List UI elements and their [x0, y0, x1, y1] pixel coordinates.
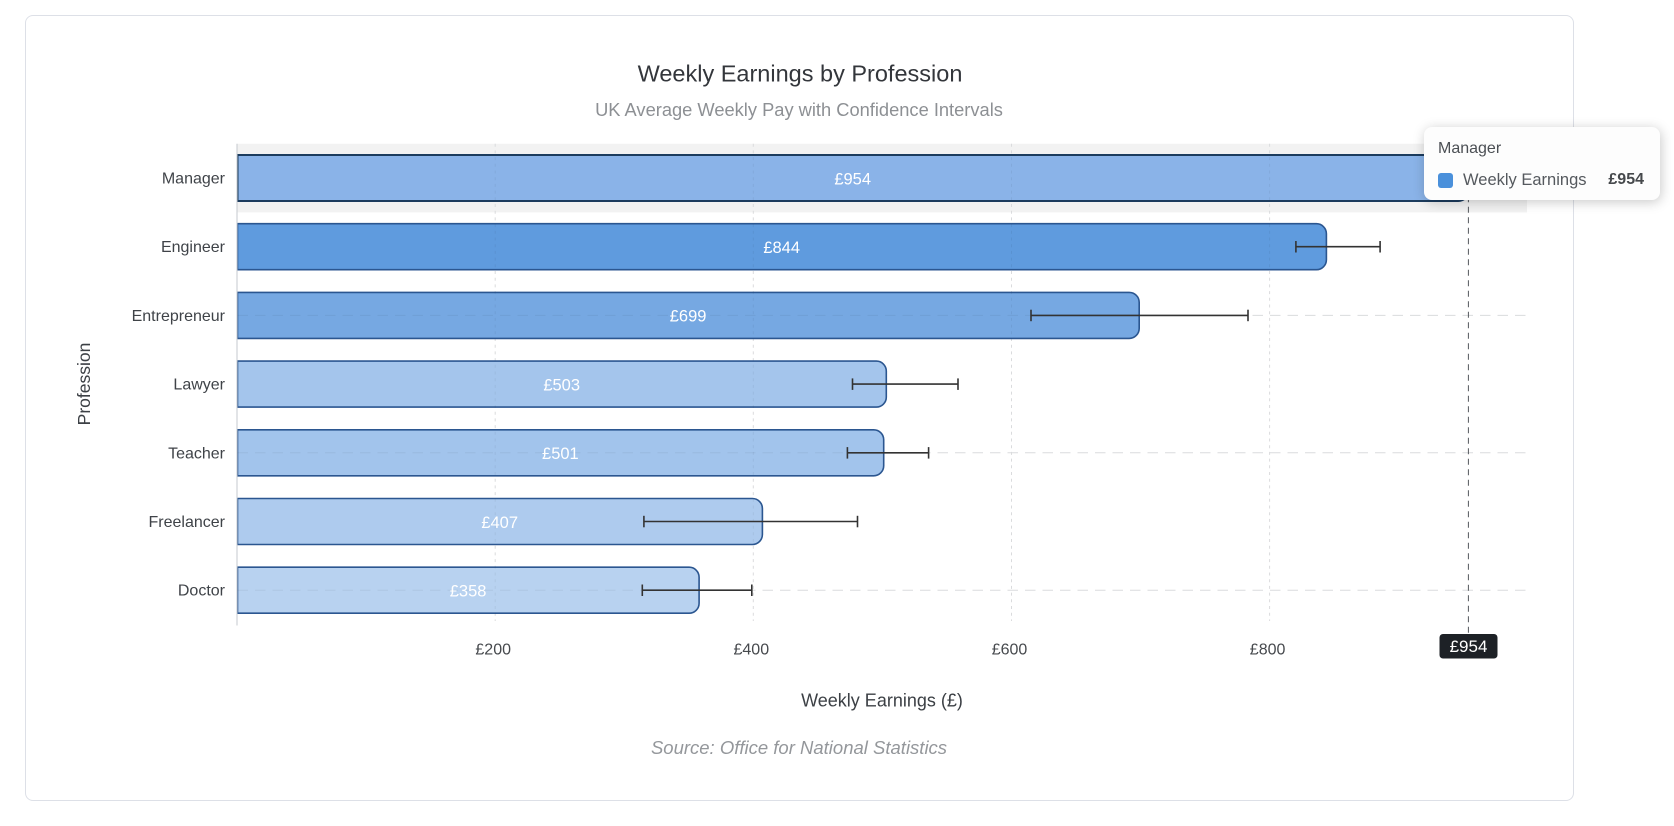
- svg-text:Manager: Manager: [162, 171, 226, 188]
- svg-text:Freelancer: Freelancer: [149, 514, 226, 531]
- svg-text:Doctor: Doctor: [178, 583, 226, 600]
- svg-text:Lawyer: Lawyer: [173, 377, 225, 394]
- svg-text:£501: £501: [542, 445, 579, 463]
- svg-text:£400: £400: [734, 642, 770, 659]
- svg-text:£600: £600: [992, 642, 1028, 659]
- svg-text:£800: £800: [1250, 642, 1286, 659]
- svg-text:£954: £954: [834, 170, 871, 188]
- svg-text:Teacher: Teacher: [168, 445, 226, 462]
- svg-text:£954: £954: [1450, 637, 1488, 656]
- svg-text:Entrepreneur: Entrepreneur: [132, 308, 226, 325]
- svg-text:£699: £699: [670, 308, 707, 326]
- svg-text:Source: Office for National St: Source: Office for National Statistics: [651, 737, 947, 758]
- svg-text:£407: £407: [481, 514, 518, 532]
- svg-text:£358: £358: [450, 583, 487, 601]
- svg-text:UK Average Weekly Pay with Con: UK Average Weekly Pay with Confidence In…: [595, 99, 1003, 120]
- svg-text:Profession: Profession: [74, 343, 94, 426]
- svg-text:Engineer: Engineer: [161, 239, 226, 256]
- svg-text:£200: £200: [475, 642, 511, 659]
- svg-text:£844: £844: [763, 239, 800, 257]
- svg-text:Weekly Earnings by Profession: Weekly Earnings by Profession: [638, 61, 963, 87]
- svg-text:Weekly Earnings (£): Weekly Earnings (£): [801, 691, 963, 711]
- svg-text:£503: £503: [543, 376, 580, 394]
